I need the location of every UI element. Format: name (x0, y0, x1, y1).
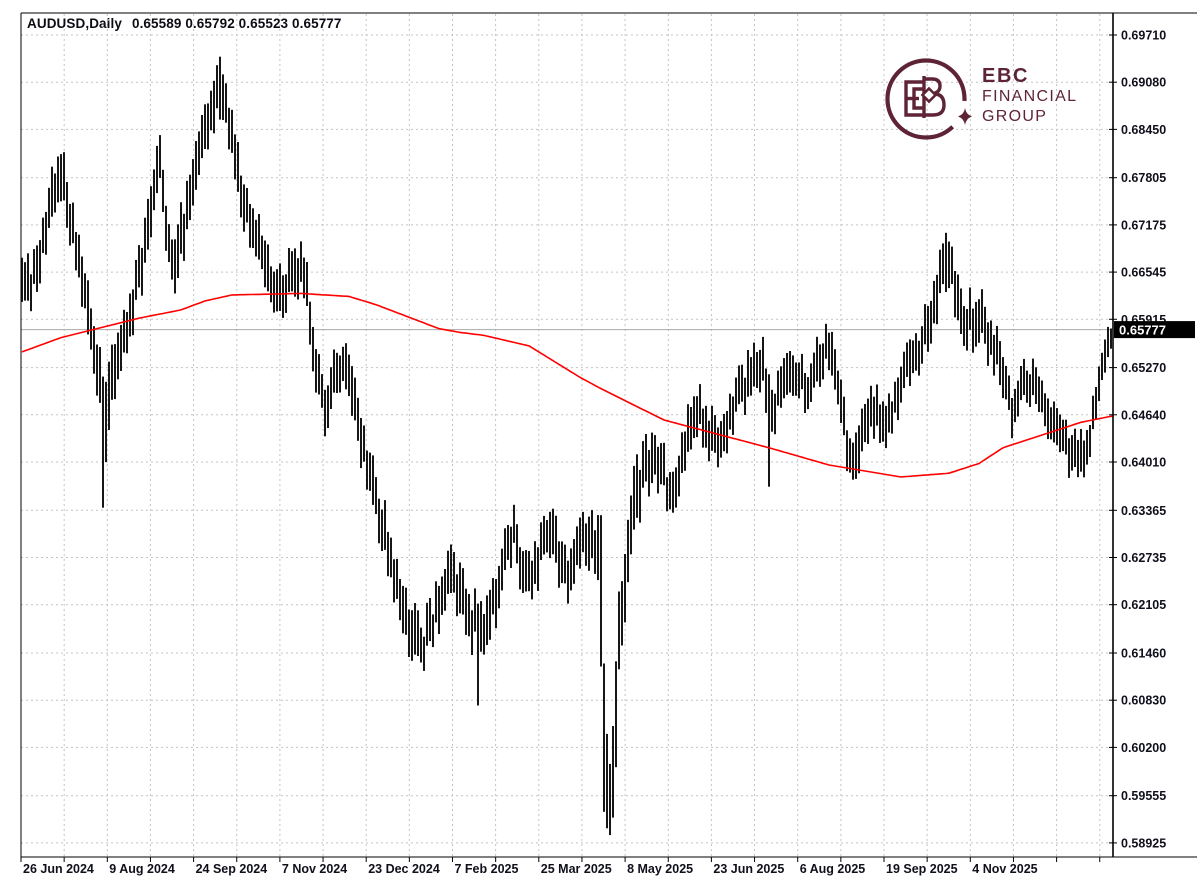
x-axis-label: 6 Aug 2025 (800, 862, 866, 876)
x-axis-label: 26 Jun 2024 (23, 862, 94, 876)
x-axis-label: 24 Sep 2024 (196, 862, 268, 876)
y-axis-label: 0.67175 (1121, 218, 1166, 232)
x-axis-label: 23 Dec 2024 (368, 862, 440, 876)
price-bars (21, 56, 1112, 836)
y-axis-label: 0.59555 (1121, 789, 1166, 803)
ohlc-values: 0.65589 0.65792 0.65523 0.65777 (131, 16, 342, 31)
logo-line-financial: FINANCIAL (982, 88, 1078, 105)
y-axis-label: 0.68450 (1121, 123, 1166, 137)
y-axis-label: 0.64010 (1121, 456, 1166, 470)
y-axis-label: 0.63365 (1121, 504, 1166, 518)
x-axis-label: 4 Nov 2025 (972, 862, 1037, 876)
x-axis-label: 8 May 2025 (627, 862, 693, 876)
logo-diamond (920, 86, 938, 104)
y-axis-label: 0.66545 (1121, 266, 1166, 280)
svg-text:0.65777: 0.65777 (1119, 322, 1166, 337)
y-axis-label: 0.64640 (1121, 408, 1166, 422)
y-axis-label: 0.60830 (1121, 694, 1166, 708)
x-axis-label: 7 Nov 2024 (282, 862, 347, 876)
y-axis-label: 0.58925 (1121, 836, 1166, 850)
sparkle-icon (958, 108, 972, 125)
logo-circle (885, 58, 967, 140)
y-axis-label: 0.60200 (1121, 741, 1166, 755)
ebc-logo-mark (885, 58, 972, 140)
x-axis-label: 25 Mar 2025 (541, 862, 612, 876)
x-axis-label: 19 Sep 2025 (886, 862, 958, 876)
y-axis-label: 0.62105 (1121, 598, 1166, 612)
x-axis-label: 9 Aug 2024 (109, 862, 175, 876)
symbol-period-label: AUDUSD,Daily (27, 16, 122, 31)
time-axis[interactable]: 26 Jun 2024 9 Aug 2024 24 Sep 2024 7 Nov 20… (20, 857, 1101, 876)
logo-line-group: GROUP (982, 108, 1048, 125)
logo-line-ebc: EBC (982, 65, 1030, 87)
y-axis-label: 0.61460 (1121, 647, 1166, 661)
moving-average-line (21, 292, 1113, 478)
price-axis[interactable]: 0.69710 0.69080 0.68450 0.67805 0.67175 0.665… (1109, 29, 1166, 851)
y-axis-label: 0.65270 (1121, 361, 1166, 375)
x-axis-label: 23 Jun 2025 (713, 862, 784, 876)
bid-price-label: 0.65777 (1114, 321, 1195, 339)
chart-frame (20, 12, 1197, 858)
y-axis-label: 0.67805 (1121, 171, 1166, 185)
x-axis-label: 7 Feb 2025 (455, 862, 519, 876)
y-axis-label: 0.69080 (1121, 76, 1166, 90)
chart-symbol-title: AUDUSD,Daily 0.65589 0.65792 0.65523 0.65… (27, 16, 342, 31)
y-axis-label: 0.62735 (1121, 551, 1166, 565)
ebc-logo-text: EBC FINANCIAL GROUP (982, 53, 1077, 127)
y-axis-label: 0.69710 (1121, 29, 1166, 43)
ebc-logo: EBC FINANCIAL GROUP (880, 53, 1077, 145)
